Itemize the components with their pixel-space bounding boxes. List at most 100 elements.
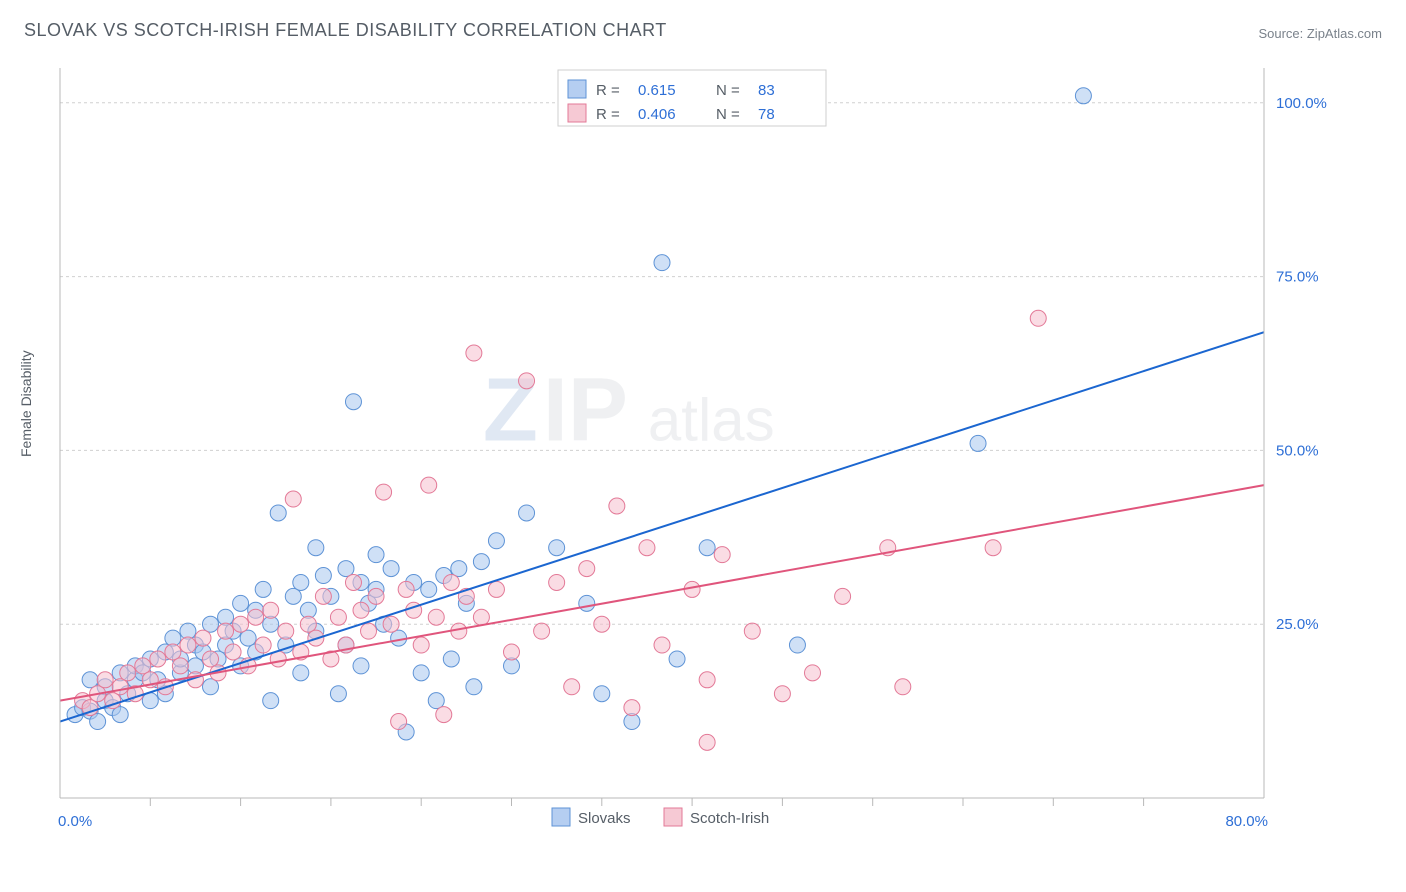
- data-point: [345, 574, 361, 590]
- data-point: [293, 574, 309, 590]
- data-point: [203, 651, 219, 667]
- data-point: [180, 637, 196, 653]
- data-point: [97, 672, 113, 688]
- data-point: [654, 255, 670, 271]
- data-point: [172, 658, 188, 674]
- data-point: [383, 616, 399, 632]
- data-point: [368, 588, 384, 604]
- data-point: [451, 561, 467, 577]
- y-axis-label: Female Disability: [18, 350, 34, 457]
- data-point: [270, 505, 286, 521]
- data-point: [255, 637, 271, 653]
- data-point: [699, 672, 715, 688]
- legend-n-label: N =: [716, 106, 740, 123]
- data-point: [436, 707, 452, 723]
- data-point: [504, 644, 520, 660]
- data-point: [774, 686, 790, 702]
- data-point: [534, 623, 550, 639]
- data-point: [308, 540, 324, 556]
- legend-n-value: 78: [758, 106, 775, 123]
- data-point: [233, 595, 249, 611]
- data-point: [579, 561, 595, 577]
- data-point: [315, 568, 331, 584]
- data-point: [345, 394, 361, 410]
- data-point: [383, 561, 399, 577]
- data-point: [285, 491, 301, 507]
- data-point: [203, 616, 219, 632]
- data-point: [805, 665, 821, 681]
- data-point: [895, 679, 911, 695]
- data-point: [368, 547, 384, 563]
- legend-swatch: [552, 808, 570, 826]
- legend-n-value: 83: [758, 82, 775, 99]
- data-point: [330, 609, 346, 625]
- data-point: [835, 588, 851, 604]
- data-point: [473, 554, 489, 570]
- data-point: [248, 609, 264, 625]
- data-point: [330, 686, 346, 702]
- legend-r-value: 0.615: [638, 82, 676, 99]
- legend-swatch: [568, 104, 586, 122]
- data-point: [421, 477, 437, 493]
- data-point: [549, 540, 565, 556]
- data-point: [970, 435, 986, 451]
- data-point: [428, 609, 444, 625]
- data-point: [579, 595, 595, 611]
- data-point: [353, 658, 369, 674]
- y-tick-label: 100.0%: [1276, 95, 1327, 112]
- data-point: [218, 623, 234, 639]
- data-point: [90, 714, 106, 730]
- data-point: [285, 588, 301, 604]
- data-point: [443, 651, 459, 667]
- data-point: [699, 734, 715, 750]
- data-point: [255, 581, 271, 597]
- data-point: [112, 707, 128, 723]
- data-point: [985, 540, 1001, 556]
- data-point: [594, 686, 610, 702]
- data-point: [473, 609, 489, 625]
- watermark: atlas: [648, 386, 775, 453]
- data-point: [413, 665, 429, 681]
- data-point: [594, 616, 610, 632]
- legend-r-label: R =: [596, 82, 620, 99]
- data-point: [609, 498, 625, 514]
- legend-r-label: R =: [596, 106, 620, 123]
- trend-line: [60, 485, 1264, 701]
- data-point: [338, 561, 354, 577]
- data-point: [466, 679, 482, 695]
- data-point: [353, 602, 369, 618]
- data-point: [376, 484, 392, 500]
- y-tick-label: 75.0%: [1276, 269, 1319, 286]
- data-point: [135, 658, 151, 674]
- data-point: [278, 623, 294, 639]
- data-point: [519, 505, 535, 521]
- data-point: [714, 547, 730, 563]
- data-point: [744, 623, 760, 639]
- data-point: [443, 574, 459, 590]
- legend-swatch: [568, 80, 586, 98]
- data-point: [300, 616, 316, 632]
- data-point: [428, 693, 444, 709]
- data-point: [391, 714, 407, 730]
- watermark: IP: [543, 360, 628, 460]
- data-point: [466, 345, 482, 361]
- data-point: [699, 540, 715, 556]
- source-link[interactable]: ZipAtlas.com: [1307, 26, 1382, 41]
- page-title: SLOVAK VS SCOTCH-IRISH FEMALE DISABILITY…: [24, 20, 667, 41]
- data-point: [195, 630, 211, 646]
- data-point: [624, 700, 640, 716]
- legend-swatch: [664, 808, 682, 826]
- x-tick-label: 80.0%: [1225, 813, 1268, 830]
- x-tick-label: 0.0%: [58, 813, 92, 830]
- data-point: [263, 602, 279, 618]
- data-point: [654, 637, 670, 653]
- data-point: [789, 637, 805, 653]
- data-point: [564, 679, 580, 695]
- data-point: [203, 679, 219, 695]
- data-point: [421, 581, 437, 597]
- data-point: [519, 373, 535, 389]
- data-point: [549, 574, 565, 590]
- data-point: [398, 581, 414, 597]
- data-point: [165, 644, 181, 660]
- data-point: [639, 540, 655, 556]
